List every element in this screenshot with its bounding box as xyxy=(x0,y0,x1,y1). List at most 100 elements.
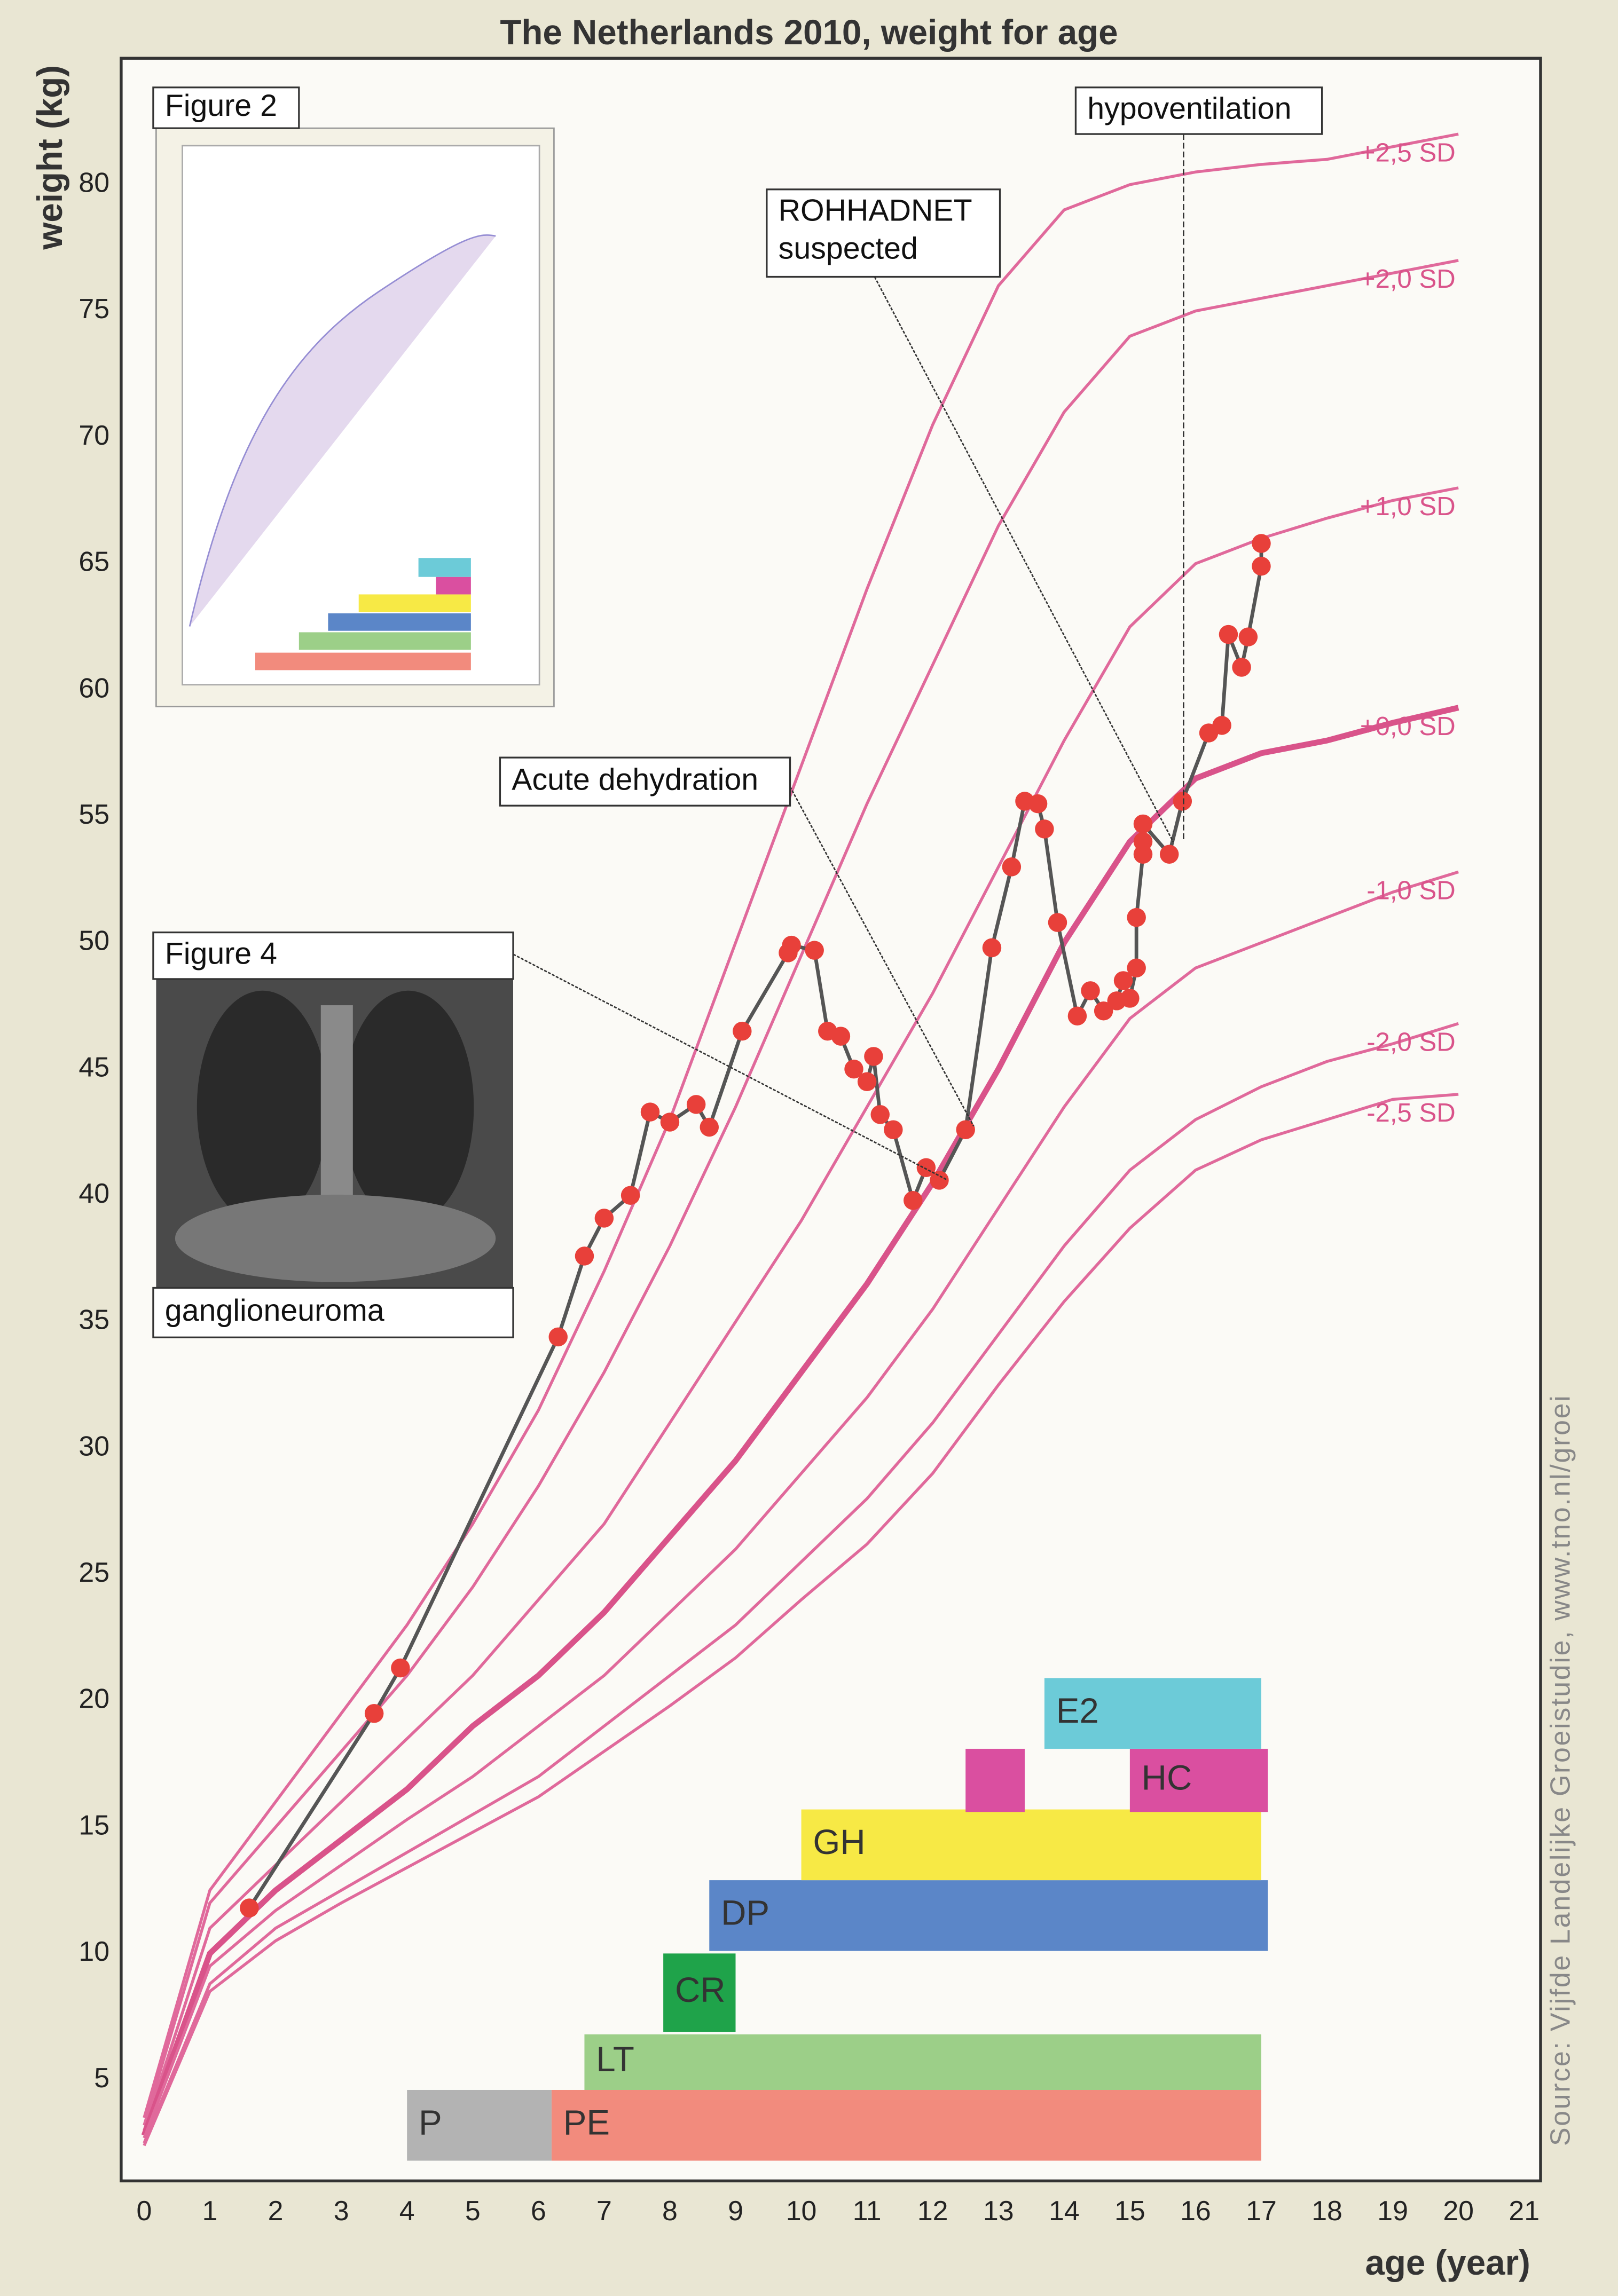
legend-label: +0,0 SD xyxy=(1360,712,1456,741)
x-tick-label: 17 xyxy=(1246,2195,1277,2226)
treatment-label: DP xyxy=(721,1893,769,1932)
treatment-bar xyxy=(584,2034,1261,2090)
x-tick-label: 5 xyxy=(465,2195,481,2226)
patient-point xyxy=(1002,857,1021,876)
patient-point xyxy=(548,1328,567,1346)
patient-point xyxy=(1173,792,1192,810)
patient-point xyxy=(1127,959,1145,977)
y-tick-label: 40 xyxy=(78,1178,109,1209)
y-tick-label: 30 xyxy=(78,1430,109,1461)
y-tick-label: 45 xyxy=(78,1051,109,1082)
legend-label: +2,5 SD xyxy=(1360,138,1456,167)
patient-point xyxy=(805,941,823,959)
treatment-bar xyxy=(552,2090,1261,2161)
annotation-text: Acute dehydration xyxy=(512,762,758,796)
y-tick-label: 15 xyxy=(78,1809,109,1840)
patient-point xyxy=(733,1022,751,1040)
treatment-label: P xyxy=(419,2103,442,2142)
legend-label: +1,0 SD xyxy=(1360,492,1456,521)
patient-point xyxy=(365,1704,383,1723)
patient-point xyxy=(904,1191,922,1210)
x-tick-label: 20 xyxy=(1443,2195,1474,2226)
patient-point xyxy=(1219,625,1238,644)
x-tick-label: 4 xyxy=(399,2195,415,2226)
x-tick-label: 10 xyxy=(786,2195,817,2226)
x-tick-label: 21 xyxy=(1509,2195,1540,2226)
y-tick-label: 60 xyxy=(78,672,109,703)
patient-point xyxy=(858,1072,876,1091)
legend-label: -1,0 SD xyxy=(1366,877,1456,905)
patient-point xyxy=(1239,627,1258,646)
annotation-text: Figure 4 xyxy=(165,936,277,971)
x-tick-label: 0 xyxy=(137,2195,152,2226)
patient-point xyxy=(782,936,800,954)
x-tick-label: 19 xyxy=(1377,2195,1408,2226)
x-tick-label: 6 xyxy=(531,2195,546,2226)
x-tick-label: 11 xyxy=(853,2195,882,2226)
patient-point xyxy=(831,1027,850,1045)
x-tick-label: 1 xyxy=(202,2195,218,2226)
patient-point xyxy=(391,1659,410,1677)
annotation-text: ROHHADNET xyxy=(779,194,972,228)
patient-point xyxy=(1028,794,1047,813)
patient-point xyxy=(621,1186,640,1205)
y-tick-label: 75 xyxy=(78,293,109,324)
legend-label: -2,5 SD xyxy=(1366,1099,1456,1127)
figure-2-inset xyxy=(156,128,554,706)
patient-point xyxy=(1134,832,1152,851)
treatment-label: LT xyxy=(596,2040,634,2079)
page: {"chart_data":{"type":"line","title":"Th… xyxy=(0,0,1618,2296)
patient-point xyxy=(1127,908,1145,927)
y-tick-label: 35 xyxy=(78,1304,109,1335)
annotation-text: suspected xyxy=(779,232,918,266)
patient-point xyxy=(870,1105,889,1124)
chart-title: The Netherlands 2010, weight for age xyxy=(500,13,1118,52)
patient-point xyxy=(1160,845,1179,864)
y-tick-label: 50 xyxy=(78,925,109,956)
y-tick-label: 10 xyxy=(78,1936,109,1967)
annotation-text: ganglioneuroma xyxy=(165,1293,384,1328)
x-tick-label: 12 xyxy=(917,2195,948,2226)
patient-point xyxy=(641,1102,659,1121)
x-tick-label: 18 xyxy=(1311,2195,1342,2226)
patient-point xyxy=(1035,819,1054,838)
x-tick-label: 15 xyxy=(1114,2195,1145,2226)
patient-point xyxy=(240,1898,258,1917)
patient-point xyxy=(595,1209,614,1227)
legend-label: -2,0 SD xyxy=(1366,1028,1456,1057)
patient-point xyxy=(864,1047,883,1066)
legend-label: +2,0 SD xyxy=(1360,265,1456,294)
patient-point xyxy=(1252,534,1270,553)
patient-point xyxy=(700,1118,719,1137)
xray-image xyxy=(156,979,513,1288)
x-axis-label: age (year) xyxy=(1365,2243,1530,2282)
y-tick-label: 65 xyxy=(78,546,109,577)
treatment-label: E2 xyxy=(1056,1691,1099,1730)
patient-point xyxy=(930,1171,948,1189)
y-tick-label: 55 xyxy=(78,799,109,830)
treatment-bar xyxy=(965,1749,1025,1812)
x-tick-label: 14 xyxy=(1049,2195,1080,2226)
treatment-label: HC xyxy=(1142,1758,1192,1797)
patient-point xyxy=(1068,1006,1087,1025)
x-tick-label: 2 xyxy=(268,2195,284,2226)
patient-point xyxy=(1120,989,1139,1007)
y-tick-label: 70 xyxy=(78,420,109,451)
treatment-label: CR xyxy=(675,1970,726,2009)
y-tick-label: 25 xyxy=(78,1557,109,1588)
x-tick-label: 9 xyxy=(728,2195,743,2226)
patient-point xyxy=(884,1120,902,1139)
y-axis-label: weight (kg) xyxy=(30,65,69,250)
x-tick-label: 13 xyxy=(983,2195,1014,2226)
x-tick-label: 3 xyxy=(334,2195,349,2226)
y-tick-label: 5 xyxy=(94,2062,109,2093)
source-note: Source: Vijfde Landelijke Groeistudie, w… xyxy=(1545,1394,1576,2147)
x-tick-label: 7 xyxy=(596,2195,612,2226)
patient-point xyxy=(575,1246,594,1265)
patient-point xyxy=(1212,716,1231,735)
y-tick-label: 80 xyxy=(78,167,109,198)
treatment-label: PE xyxy=(563,2103,610,2142)
patient-point xyxy=(1048,913,1067,932)
patient-point xyxy=(1081,981,1099,1000)
patient-point xyxy=(983,938,1001,957)
